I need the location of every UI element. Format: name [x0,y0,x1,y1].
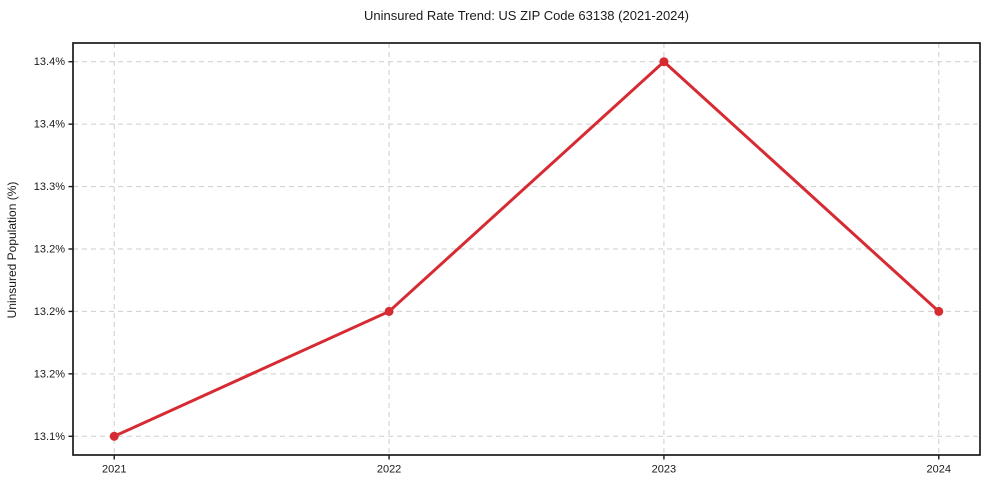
y-tick-label: 13.4% [34,56,65,68]
y-tick-label: 13.2% [34,368,65,380]
chart-line [112,60,941,438]
x-tick-label: 2022 [377,464,401,476]
data-point-marker [934,306,944,316]
y-tick-label: 13.3% [34,181,65,193]
y-tick-label: 13.1% [34,431,65,443]
x-tick-label: 2023 [652,464,676,476]
x-tick-label: 2024 [927,464,951,476]
x-tick-label: 2021 [102,464,126,476]
y-tick-label: 13.2% [34,244,65,256]
data-point-marker [384,306,394,316]
y-tick-label: 13.4% [34,119,65,131]
data-point-marker [109,431,119,441]
y-tick-label: 13.2% [34,306,65,318]
chart-title: Uninsured Rate Trend: US ZIP Code 63138 … [364,8,689,23]
data-point-marker [659,57,669,67]
